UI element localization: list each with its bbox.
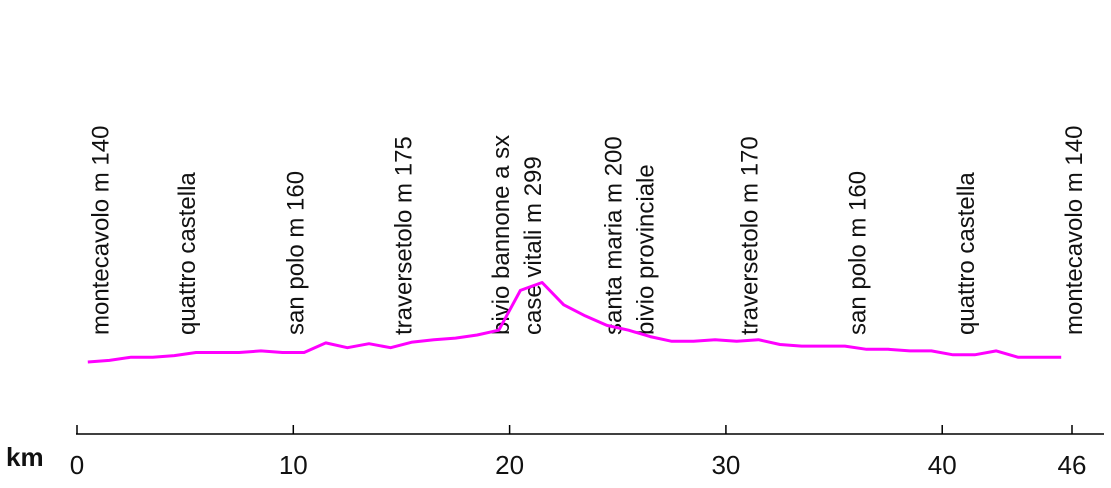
- x-tick-label: 30: [711, 450, 740, 480]
- location-label: san polo m 160: [282, 171, 309, 335]
- x-axis-ticks: 0 10 20 30 40 46: [70, 425, 1087, 480]
- location-label: quattro castella: [953, 172, 980, 335]
- location-label: case vitali m 299: [520, 156, 547, 335]
- location-label: santa maria m 200: [600, 136, 627, 335]
- location-label: san polo m 160: [845, 171, 872, 335]
- x-tick-label: 10: [279, 450, 308, 480]
- x-tick-label: 0: [70, 450, 84, 480]
- x-tick-label: 20: [495, 450, 524, 480]
- location-label: quattro castella: [174, 172, 201, 335]
- elevation-line: [87, 281, 1062, 364]
- x-axis-label: km: [6, 442, 44, 472]
- location-label: traversetolo m 170: [737, 136, 764, 335]
- x-tick-label: 40: [928, 450, 957, 480]
- location-label: montecavolo m 140: [1061, 126, 1088, 335]
- x-tick-label: 46: [1058, 450, 1087, 480]
- location-label: traversetolo m 175: [390, 136, 417, 335]
- location-label: bivio bannone a sx: [488, 135, 515, 335]
- location-label: bivio provinciale: [633, 164, 660, 335]
- location-label: montecavolo m 140: [88, 126, 115, 335]
- location-labels: montecavolo m 140 quattro castella san pol…: [88, 126, 1088, 335]
